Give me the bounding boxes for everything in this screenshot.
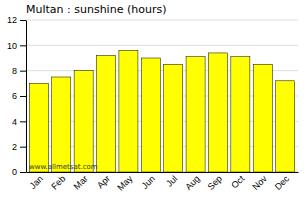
tick: 4 — [12, 117, 26, 127]
bar — [74, 71, 93, 172]
tick: Dec — [273, 172, 292, 192]
bar — [141, 58, 160, 172]
tick-label: 12 — [7, 15, 17, 25]
chart: 0 2 4 6 8 10 12 JanFeb Mar AprMay Jun Jul Aug Sep OctN… — [0, 0, 306, 200]
tick-label: May — [115, 173, 134, 192]
bar — [276, 81, 295, 172]
tick-label: 2 — [12, 142, 17, 152]
tick-label: Jun — [140, 174, 157, 191]
tick-label: Mar — [72, 174, 90, 192]
tick: 8 — [12, 66, 26, 76]
tick-label: Oct — [229, 173, 246, 190]
bar — [164, 64, 183, 172]
tick: 12 — [7, 15, 26, 25]
annotation: www.allmetsat.com — [29, 163, 98, 171]
tick: May — [115, 172, 134, 193]
tick: Aug — [183, 172, 201, 192]
tick-mark — [20, 121, 26, 122]
bar — [186, 57, 205, 172]
tick: Feb — [49, 172, 67, 192]
axis-line — [26, 21, 27, 173]
tick: Nov — [250, 172, 269, 192]
tick-label: Sep — [206, 174, 224, 192]
tick-label: Feb — [49, 174, 67, 192]
tick: 2 — [12, 142, 26, 152]
bar — [253, 64, 272, 172]
tick: Apr — [95, 172, 112, 191]
y-axis: 0 2 4 6 8 10 12 — [7, 15, 27, 177]
tick: Jun — [140, 172, 157, 191]
x-axis: JanFeb Mar AprMay Jun Jul Aug Sep OctNovDec — [27, 172, 299, 193]
tick: Oct — [229, 172, 246, 191]
tick: 0 — [12, 167, 26, 177]
tick-label: Aug — [183, 174, 201, 192]
tick-mark — [20, 147, 26, 148]
tick-label: Nov — [250, 173, 269, 192]
tick-label: Jul — [164, 174, 179, 189]
tick-mark — [20, 20, 26, 21]
tick-label: Jan — [28, 174, 45, 191]
bar — [119, 50, 138, 172]
plot: 0 2 4 6 8 10 12 JanFeb Mar AprMay Jun Jul Aug Sep OctN… — [7, 15, 299, 192]
tick: Jan — [28, 172, 45, 191]
tick: 10 — [7, 41, 26, 51]
tick-label: Dec — [273, 173, 292, 192]
tick-mark — [20, 96, 26, 97]
tick-label: 6 — [12, 91, 17, 101]
tick-mark — [20, 45, 26, 46]
tick-label: 0 — [12, 167, 17, 177]
tick-label: 8 — [12, 66, 17, 76]
bar — [52, 77, 71, 172]
tick: Jul — [164, 172, 179, 189]
tick-mark — [20, 172, 26, 173]
tick-label: 4 — [12, 117, 17, 127]
tick: 6 — [12, 91, 26, 101]
bar — [208, 53, 227, 172]
grid — [26, 20, 298, 172]
tick-label: 10 — [7, 41, 17, 51]
tick: Sep — [206, 172, 224, 192]
bar — [97, 55, 116, 172]
tick-label: Apr — [95, 174, 112, 191]
grid-line — [26, 20, 298, 21]
tick: Mar — [72, 172, 90, 192]
bar — [29, 83, 48, 172]
title: Multan : sunshine (hours) — [26, 3, 166, 16]
bar — [231, 57, 250, 172]
bars — [29, 50, 294, 172]
axis-line — [27, 172, 299, 173]
grid-line — [26, 45, 298, 46]
tick-mark — [20, 71, 26, 72]
